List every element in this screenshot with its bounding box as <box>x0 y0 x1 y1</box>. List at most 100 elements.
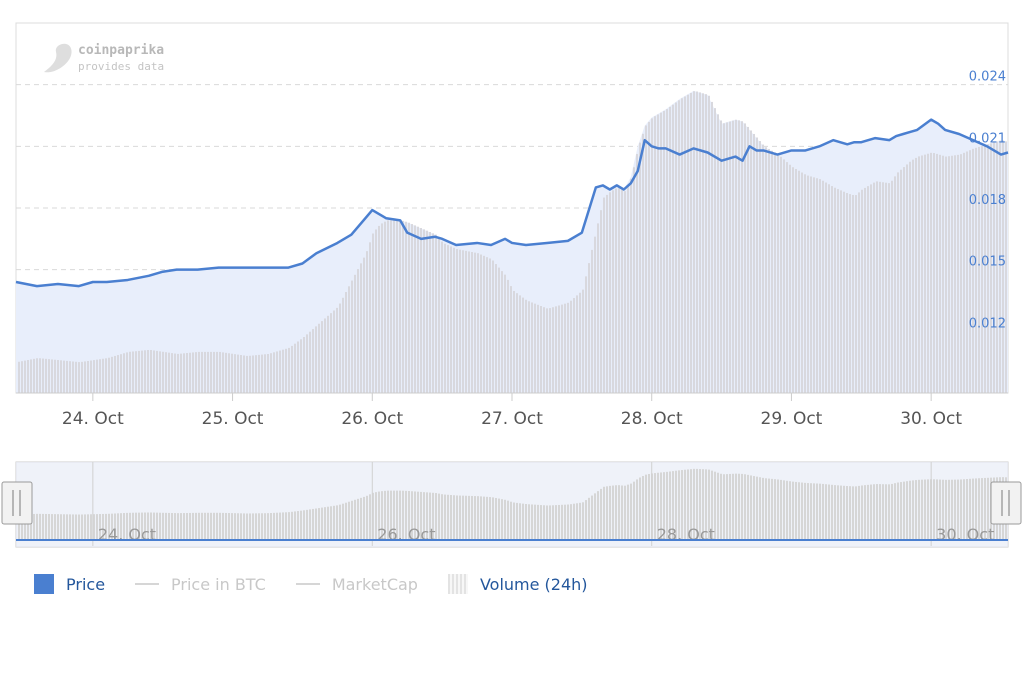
volume-bar <box>156 350 158 393</box>
volume-bar <box>933 153 935 393</box>
volume-bar <box>588 263 590 393</box>
volume-bar <box>462 250 464 393</box>
navigator-bar <box>882 484 884 540</box>
navigator-bar <box>687 469 689 540</box>
volume-bar <box>168 352 170 393</box>
volume-bar <box>429 232 431 393</box>
volume-bar <box>942 155 944 393</box>
volume-bar <box>669 106 671 394</box>
volume-bar <box>24 360 26 393</box>
legend-marketcap-label: MarketCap <box>331 574 418 594</box>
navigator-bar <box>567 504 569 540</box>
navigator-bar <box>678 470 680 540</box>
volume-bar <box>984 145 986 393</box>
navigator-bar <box>48 514 50 540</box>
navigator-handle-right[interactable] <box>990 481 1022 525</box>
navigator-bar <box>816 483 818 540</box>
navigator-bar <box>321 507 323 540</box>
navigator-bar <box>447 494 449 540</box>
volume-bar <box>765 147 767 393</box>
volume-bar <box>36 358 38 393</box>
volume-bar <box>258 354 260 393</box>
navigator-bar <box>933 479 935 540</box>
volume-bar <box>945 156 947 393</box>
volume-bar <box>150 350 152 393</box>
volume-bar <box>441 241 443 393</box>
volume-bar <box>396 220 398 393</box>
volume-bar <box>681 98 683 394</box>
navigator-bar <box>591 495 593 540</box>
volume-bar <box>639 142 641 393</box>
navigator-bar <box>81 514 83 540</box>
legend-item-price-btc[interactable]: Price in BTC <box>135 575 266 594</box>
legend-marketcap-swatch <box>295 583 320 585</box>
volume-bar <box>555 306 557 393</box>
volume-bar <box>204 351 206 393</box>
navigator-bar <box>819 483 821 540</box>
volume-bar <box>51 359 53 393</box>
volume-bar <box>237 354 239 393</box>
legend-item-price[interactable]: Price <box>34 574 105 594</box>
volume-bar <box>552 307 554 393</box>
navigator-bar <box>390 490 392 540</box>
navigator-bar <box>237 513 239 540</box>
navigator-bar <box>408 491 410 540</box>
y-tick-label: 0.015 <box>969 255 1006 270</box>
navigator-bar <box>732 473 734 540</box>
navigator-bar <box>42 513 44 540</box>
volume-bar <box>465 250 467 393</box>
legend-price-btc-label: Price in BTC <box>171 574 266 594</box>
volume-bar <box>627 184 629 393</box>
navigator-bar <box>429 492 431 540</box>
navigator-bar <box>306 509 308 540</box>
volume-bar <box>129 351 131 393</box>
volume-bar <box>513 290 515 393</box>
volume-bar <box>645 125 647 393</box>
volume-bar <box>846 193 848 393</box>
navigator-bar <box>444 494 446 540</box>
volume-bar <box>366 251 368 393</box>
volume-bar <box>126 352 128 393</box>
navigator-bar <box>324 507 326 540</box>
volume-bar <box>579 292 581 393</box>
volume-bar <box>786 162 788 393</box>
volume-bar <box>915 157 917 393</box>
volume-bar <box>909 161 911 393</box>
volume-bar <box>189 352 191 393</box>
volume-bar <box>666 109 668 393</box>
navigator-handle-left[interactable] <box>1 481 33 525</box>
legend-item-marketcap[interactable]: MarketCap <box>295 574 418 594</box>
volume-bar <box>975 147 977 393</box>
volume-bar <box>726 122 728 393</box>
navigator-bar <box>870 484 872 540</box>
volume-bar <box>618 188 620 393</box>
navigator-bar <box>420 491 422 540</box>
navigator-bar <box>159 512 161 540</box>
volume-bar <box>810 176 812 393</box>
legend-item-volume[interactable]: Volume (24h) <box>447 574 588 594</box>
volume-bar <box>999 140 1001 393</box>
volume-bar <box>705 94 707 393</box>
volume-bar <box>435 234 437 393</box>
navigator[interactable]: 24. Oct 26. Oct 28. Oct 30. Oct <box>1 461 1022 548</box>
navigator-bar <box>576 503 578 540</box>
volume-bar <box>225 352 227 393</box>
navigator-bar <box>258 513 260 540</box>
navigator-bar <box>378 491 380 540</box>
navigator-bar <box>504 499 506 540</box>
navigator-bar <box>294 511 296 540</box>
navigator-bar <box>474 496 476 540</box>
navigator-bar <box>423 492 425 540</box>
navigator-bar <box>366 495 368 540</box>
volume-bar <box>333 310 335 393</box>
y-tick-label: 0.012 <box>969 316 1006 331</box>
volume-bar <box>39 358 41 393</box>
volume-bar <box>270 353 272 393</box>
volume-bar <box>663 110 665 393</box>
volume-bar <box>354 274 356 393</box>
navigator-bar <box>243 513 245 540</box>
volume-bar <box>591 249 593 393</box>
navigator-bar <box>939 479 941 540</box>
volume-bar <box>438 238 440 393</box>
legend-price-swatch <box>34 574 54 594</box>
